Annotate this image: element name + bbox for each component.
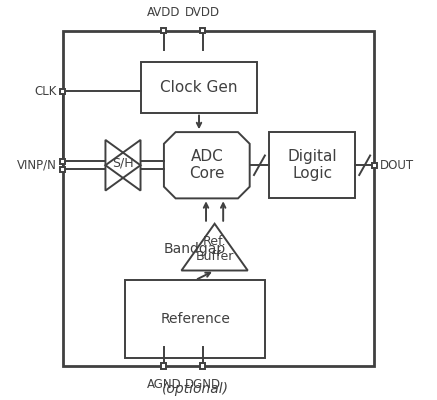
Text: AGND: AGND [146,378,181,391]
Text: Ref.
Buffer: Ref. Buffer [195,235,234,263]
Bar [201,28,205,33]
Text: Reference: Reference [160,312,230,326]
Bar [161,28,166,33]
Polygon shape [105,140,141,190]
Polygon shape [105,140,141,190]
Text: S/H: S/H [112,157,134,170]
Bar [62,31,375,366]
Text: ADC
Core: ADC Core [189,149,225,182]
Text: AVDD: AVDD [147,6,180,19]
Text: DOUT: DOUT [380,159,414,172]
Bar [60,159,65,164]
Text: DVDD: DVDD [185,6,221,19]
Text: Bandgap: Bandgap [164,242,226,256]
Bar [372,163,377,168]
Polygon shape [181,224,248,270]
Bar [161,364,166,368]
Bar [201,364,205,368]
Bar [125,280,265,358]
Bar [60,89,65,94]
Text: DGND: DGND [185,378,221,391]
Text: Digital
Logic: Digital Logic [287,149,337,182]
Text: VINP/N: VINP/N [17,159,57,172]
Text: Clock Gen: Clock Gen [160,80,238,95]
Bar [269,132,355,198]
Bar [60,167,65,172]
Polygon shape [164,132,250,198]
Text: CLK: CLK [35,85,57,98]
Bar [141,62,257,113]
Text: (optional): (optional) [162,382,229,396]
